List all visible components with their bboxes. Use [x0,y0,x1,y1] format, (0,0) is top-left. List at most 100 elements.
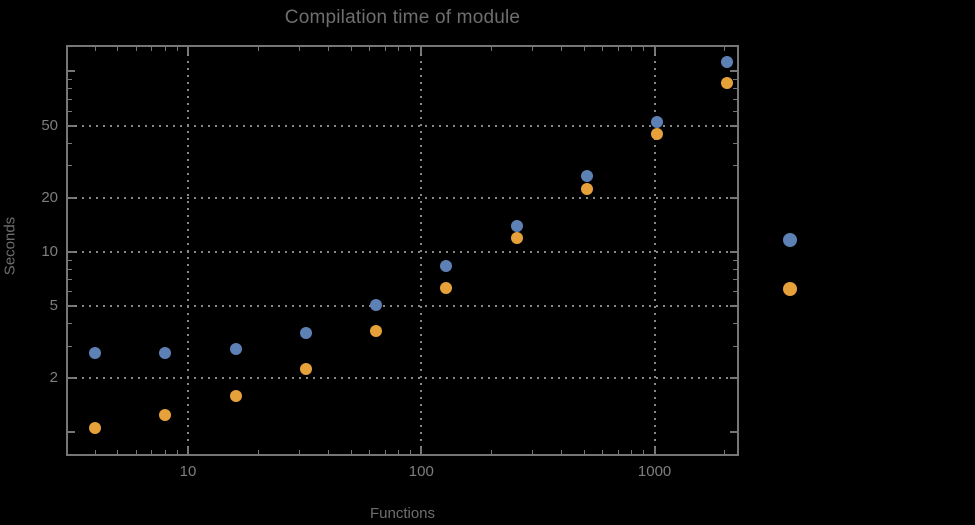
x-tick-100 [420,447,423,454]
data-point-blue-16 [229,343,242,356]
legend-marker-blue [783,233,797,247]
x-tick-label-100: 100 [408,463,434,480]
x-tick-top-80 [398,47,400,51]
data-point-blue-512 [580,170,593,183]
x-tick-10 [186,447,189,454]
x-tick-top-6 [135,47,137,51]
data-point-orange-1024 [651,128,663,141]
x-tick-2000 [724,450,726,454]
y-tick-label-5: 5 [49,297,58,315]
y-tick-3 [68,345,72,347]
y-tick-right-70 [733,98,737,100]
y-tick-90 [68,79,72,81]
data-point-orange-2048 [721,77,734,90]
data-point-blue-64 [370,298,383,311]
y-tick-1 [68,431,75,434]
y-tick-4 [68,323,72,325]
x-tick-top-500 [583,47,585,51]
x-tick-4 [94,450,96,454]
gridline-x-1000 [653,47,656,454]
y-tick-label-50: 50 [41,116,58,134]
y-tick-5 [68,305,75,308]
y-tick-right-1 [730,431,737,434]
y-tick-right-3 [733,345,737,347]
y-tick-right-100 [730,70,737,73]
y-tick-10 [68,250,75,253]
data-point-blue-256 [510,219,523,232]
x-tick-top-50 [350,47,352,51]
x-tick-8 [164,450,166,454]
x-tick-top-8 [164,47,166,51]
gridline-x-100 [420,47,423,454]
x-tick-top-800 [631,47,633,51]
data-point-orange-512 [580,183,593,195]
y-tick-right-7 [733,279,737,281]
y-tick-60 [68,110,72,112]
plot-frame [66,45,739,456]
data-point-blue-32 [299,327,312,340]
x-tick-top-4 [94,47,96,51]
gridline-y-10 [68,250,737,253]
x-axis-label: Functions [369,505,436,522]
x-tick-top-7 [151,47,153,51]
y-tick-70 [68,98,72,100]
x-tick-50 [350,450,352,454]
x-tick-7 [151,450,153,454]
x-tick-top-900 [643,47,645,51]
chart-title: Compilation time of module [284,7,521,28]
data-point-blue-1024 [651,116,663,129]
x-tick-top-600 [602,47,604,51]
x-tick-top-300 [532,47,534,51]
data-point-orange-4 [89,421,102,434]
x-tick-top-400 [561,47,563,51]
x-tick-90 [410,450,412,454]
y-tick-right-90 [733,79,737,81]
data-point-orange-32 [299,363,312,376]
y-tick-8 [68,268,72,270]
x-tick-top-70 [384,47,386,51]
y-tick-40 [68,142,72,144]
x-tick-top-20 [257,47,259,51]
x-tick-6 [135,450,137,454]
y-tick-right-80 [733,88,737,90]
data-point-orange-8 [159,408,172,421]
data-point-blue-4 [89,346,102,359]
data-point-orange-16 [229,390,242,403]
x-tick-top-10 [186,47,189,54]
x-tick-top-40 [327,47,329,51]
y-tick-right-9 [733,259,737,261]
x-tick-800 [631,450,633,454]
y-tick-right-30 [733,165,737,167]
y-tick-right-10 [730,250,737,253]
y-tick-label-10: 10 [41,242,58,260]
x-tick-60 [369,450,371,454]
data-point-blue-2048 [721,55,734,68]
x-tick-20 [257,450,259,454]
y-tick-80 [68,88,72,90]
x-tick-40 [327,450,329,454]
y-tick-right-6 [733,291,737,293]
data-point-orange-256 [510,232,523,245]
data-point-orange-128 [440,282,453,295]
x-tick-80 [398,450,400,454]
data-point-blue-8 [159,347,172,360]
data-point-orange-64 [370,324,383,337]
y-tick-right-60 [733,110,737,112]
y-tick-right-8 [733,268,737,270]
x-tick-600 [602,450,604,454]
x-tick-top-200 [491,47,493,51]
x-tick-300 [532,450,534,454]
y-tick-right-50 [730,124,737,127]
x-tick-1000 [653,447,656,454]
x-tick-top-100 [420,47,423,54]
data-point-blue-128 [440,260,453,273]
x-tick-700 [617,450,619,454]
y-tick-label-2: 2 [49,369,58,387]
x-tick-900 [643,450,645,454]
y-tick-7 [68,279,72,281]
x-tick-top-5 [117,47,119,51]
x-tick-top-700 [617,47,619,51]
x-tick-top-2000 [724,47,726,51]
x-tick-top-90 [410,47,412,51]
y-tick-30 [68,165,72,167]
